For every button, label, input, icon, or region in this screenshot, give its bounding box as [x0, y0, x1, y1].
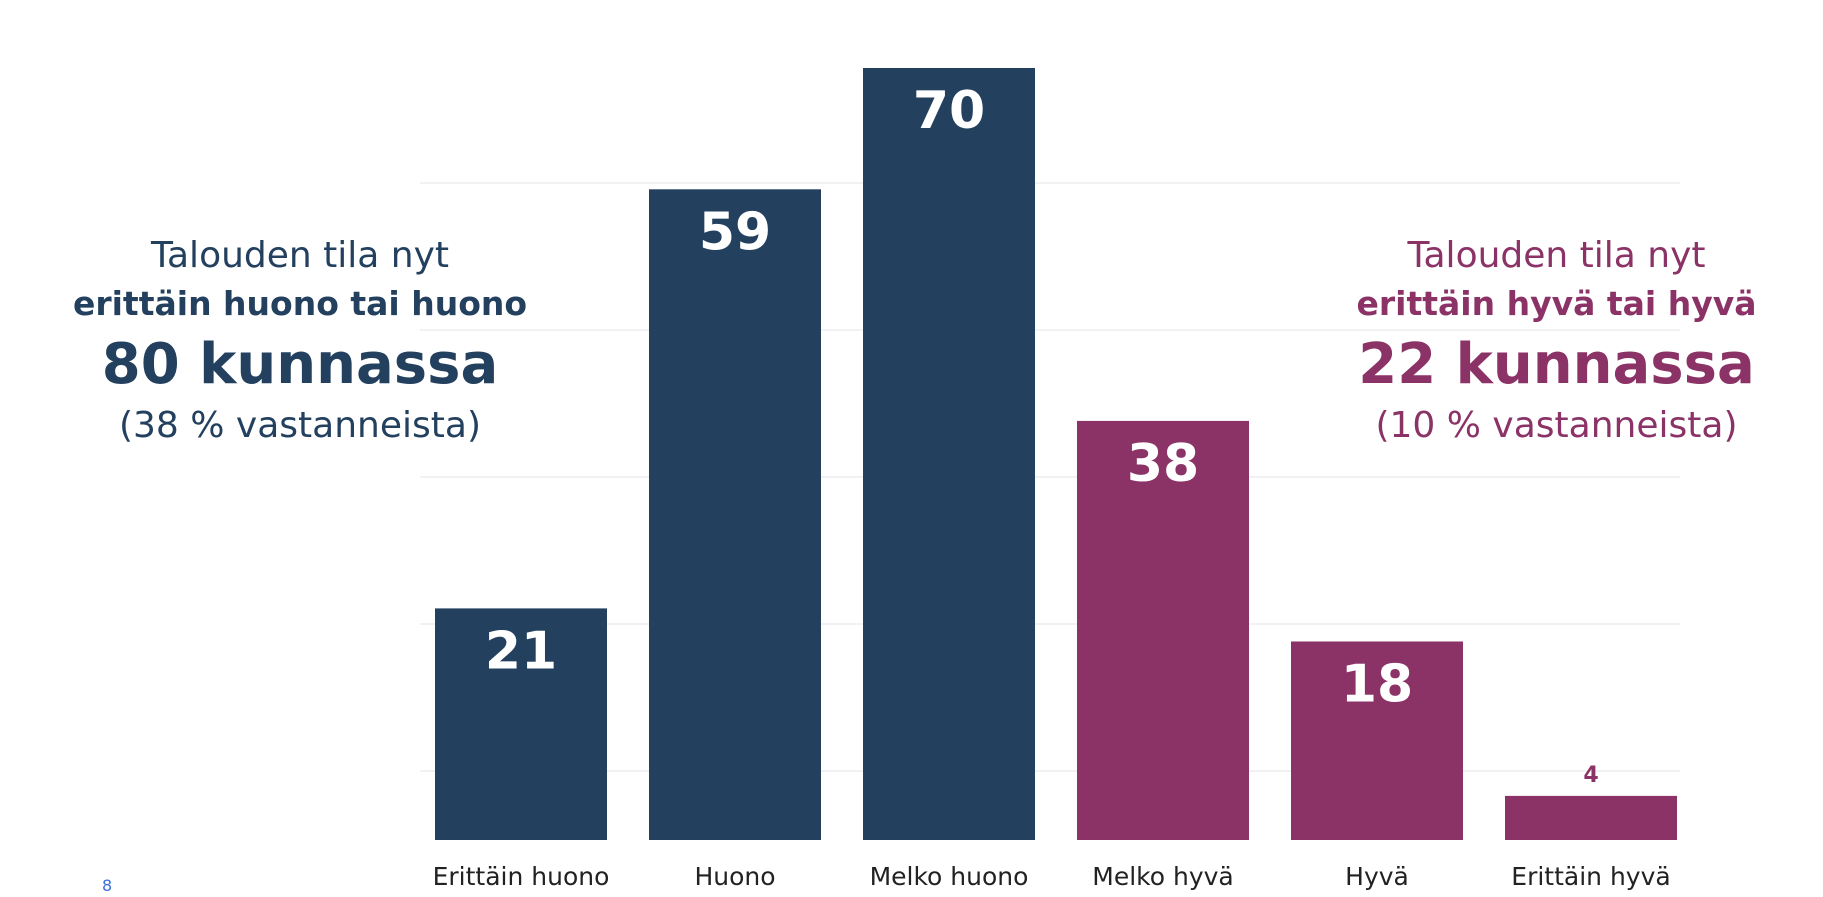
category-label-2: Huono — [694, 862, 775, 891]
category-label-4: Melko hyvä — [1092, 862, 1233, 891]
bar-value-3: 70 — [913, 81, 985, 141]
left-annotation-share: (38 % vastanneista) — [118, 405, 481, 446]
bar-value-4: 38 — [1127, 434, 1199, 494]
bar-value-2: 59 — [699, 202, 771, 262]
bar-1 — [435, 608, 607, 840]
category-label-5: Hyvä — [1345, 862, 1409, 891]
right-annotation: Talouden tila nyt erittäin hyvä tai hyvä… — [1290, 232, 1823, 450]
category-label-1: Erittäin huono — [433, 862, 610, 891]
left-annotation-line1: Talouden tila nyt — [150, 235, 450, 276]
bar-value-5: 18 — [1341, 654, 1413, 714]
bar-5 — [1291, 641, 1463, 840]
bar-value-1: 21 — [485, 621, 557, 681]
bar-3 — [863, 68, 1035, 840]
right-annotation-line1: Talouden tila nyt — [1407, 235, 1706, 276]
bar-4 — [1077, 420, 1249, 840]
left-annotation-count: 80 kunnassa — [101, 332, 499, 397]
left-annotation-line2: erittäin huono tai huono — [72, 284, 528, 323]
category-label-6: Erittäin hyvä — [1511, 862, 1670, 891]
right-annotation-line2: erittäin hyvä tai hyvä — [1356, 284, 1757, 323]
right-annotation-count: 22 kunnassa — [1358, 332, 1755, 397]
left-annotation: Talouden tila nyt erittäin huono tai huo… — [0, 232, 600, 450]
bar-6 — [1505, 795, 1677, 840]
page-number: 8 — [102, 876, 113, 895]
bar-value-6: 4 — [1583, 763, 1598, 788]
bar-2 — [649, 189, 821, 841]
category-label-3: Melko huono — [870, 862, 1029, 891]
right-annotation-share: (10 % vastanneista) — [1375, 405, 1738, 446]
